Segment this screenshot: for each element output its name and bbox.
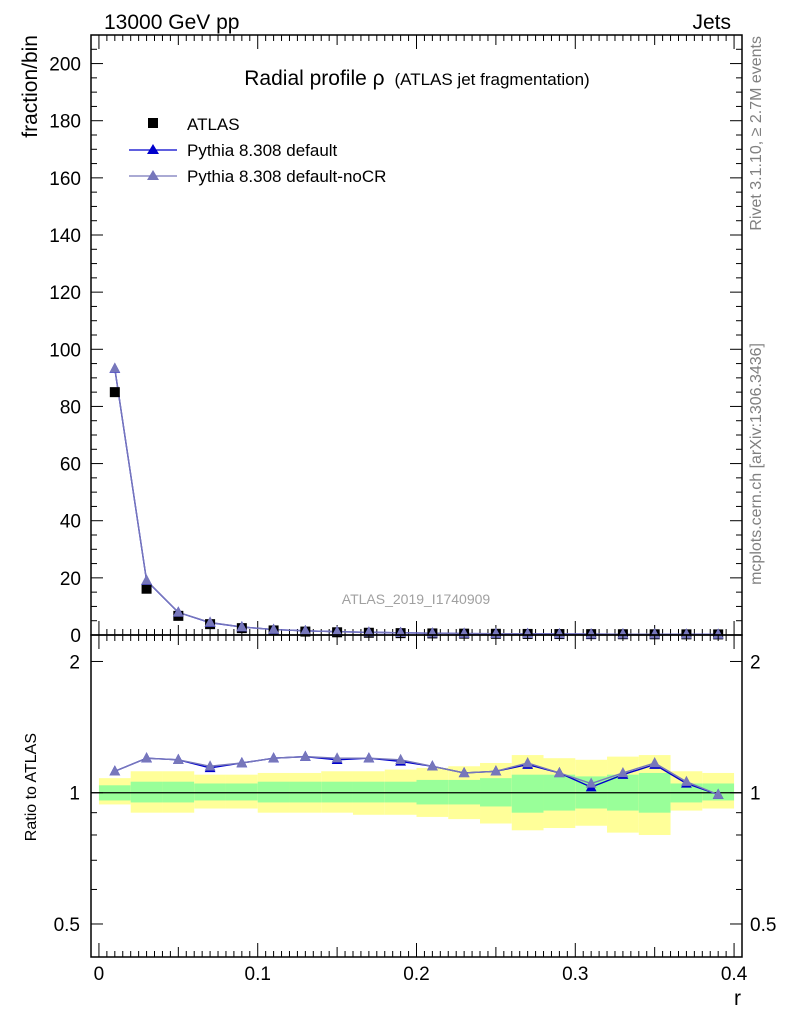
data-point-nocr [681,628,692,639]
x-tick-label: 0.2 [403,964,429,985]
x-tick-label: 0.4 [721,964,748,985]
x-tick-label: 0.3 [562,964,588,985]
data-point-nocr [268,623,279,634]
data-point-nocr [617,628,629,639]
ratio-y-tick-label-right: 2 [750,652,761,673]
mcplots-label: mcplots.cern.ch [arXiv:1306.3436] [748,343,765,585]
plot-title-main: Radial profile ρ [244,67,384,90]
header-right: Jets [692,11,731,34]
uncertainty-band-inner [130,781,163,803]
data-point-nocr [236,621,248,632]
uncertainty-band-inner [384,781,417,803]
x-tick-label: 0 [94,964,105,985]
y-tick-label: 0 [70,626,81,647]
data-point-nocr [363,626,375,637]
data-point-atlas [141,583,152,594]
legend-label-default: Pythia 8.308 default [187,141,338,160]
data-point-nocr [299,624,311,636]
legend-label-atlas: ATLAS [187,115,240,134]
data-point-nocr [712,628,724,639]
y-tick-label: 80 [60,397,81,418]
uncertainty-band-inner [257,781,290,803]
ratio-point-nocr [109,765,121,776]
ratio-y-tick-label-right: 0.5 [750,915,776,936]
legend-marker-triangle-default [147,144,159,154]
y-tick-label: 120 [49,283,81,304]
uncertainty-band-inner [511,774,544,813]
uncertainty-band-inner [194,783,226,801]
main-plot-panel: 0 20 40 60 80 100 120 140 160 180 200 fraction/bin… [19,34,742,647]
ratio-plot-panel: 0 0.1 0.2 0.3 0.4 0.5 0.5 1 1 2 2 Ratio to ATLAS r [23,635,776,1010]
ratio-point-nocr [172,753,184,764]
ratio-point-nocr [585,777,597,788]
ratio-line-default [114,755,719,796]
ratio-line-nocr [114,755,719,796]
uncertainty-band-inner [352,781,385,803]
uncertainty-band-inner [289,781,322,803]
data-point-atlas [109,387,120,398]
ratio-frame [90,634,743,958]
ratio-point-nocr [331,752,343,763]
ratio-point-nocr [141,752,152,763]
legend-label-nocr: Pythia 8.308 default-noCR [187,167,386,186]
data-point-nocr [204,616,216,627]
analysis-id-label: ATLAS_2019_I1740909 [342,591,491,607]
ratio-point-nocr [617,766,629,778]
rivet-version-label: Rivet 3.1.10, ≥ 2.7M events [748,36,765,231]
y-tick-label: 160 [49,169,81,190]
ratio-point-nocr [522,756,534,768]
ratio-point-nocr [236,756,248,768]
y-tick-label: 60 [60,455,81,476]
y-tick-label: 180 [49,112,81,133]
plot-title-suffix: (ATLAS jet fragmentation) [394,70,589,89]
ratio-point-nocr [712,788,724,799]
legend-marker-triangle-nocr [147,170,159,180]
ratio-y-tick-label-left: 2 [69,652,80,673]
y-tick-label: 100 [49,340,81,361]
legend-entry-atlas: ATLAS [148,115,240,134]
ratio-y-tick-label-right: 1 [750,784,761,805]
y-tick-label: 20 [60,569,81,590]
legend-entry-default: Pythia 8.308 default [129,141,338,160]
x-tick-label: 0.1 [245,964,271,985]
ratio-point-nocr [268,752,279,763]
ratio-point-nocr [490,765,502,776]
ratio-point-nocr [299,750,311,761]
main-ylabel: fraction/bin [19,35,42,138]
uncertainty-band-inner [162,781,195,803]
legend-entry-nocr: Pythia 8.308 default-noCR [129,167,386,186]
data-point-nocr [141,574,152,585]
y-tick-label: 40 [60,512,81,533]
ratio-y-tick-label-left: 1 [69,784,80,805]
ratio-point-nocr [554,766,565,778]
data-point-nocr [649,628,661,639]
ratio-point-nocr [363,752,375,763]
x-axis-label: r [734,987,741,1010]
data-point-nocr [331,625,343,636]
uncertainty-band-inner [321,781,353,803]
legend: ATLAS Pythia 8.308 default Pythia 8.308 … [129,115,386,186]
ratio-point-nocr [426,760,438,771]
data-point-nocr [109,362,121,373]
ratio-point-nocr [458,766,470,778]
uncertainty-band-inner [225,783,258,801]
plot-title: Radial profile ρ (ATLAS jet fragmentatio… [244,67,589,90]
series-line-nocr [114,368,719,636]
header-left: 13000 GeV pp [104,11,239,34]
ratio-y-tick-label-left: 0.5 [54,915,80,936]
ratio-point-nocr [204,760,216,771]
ratio-point-nocr [681,775,692,786]
y-tick-label: 200 [49,55,81,76]
ratio-ylabel: Ratio to ATLAS [23,733,40,841]
y-tick-label: 140 [49,226,81,247]
legend-marker-square [148,118,158,128]
ratio-point-nocr [395,753,407,764]
data-point-nocr [172,606,184,617]
ratio-point-nocr [649,756,661,768]
